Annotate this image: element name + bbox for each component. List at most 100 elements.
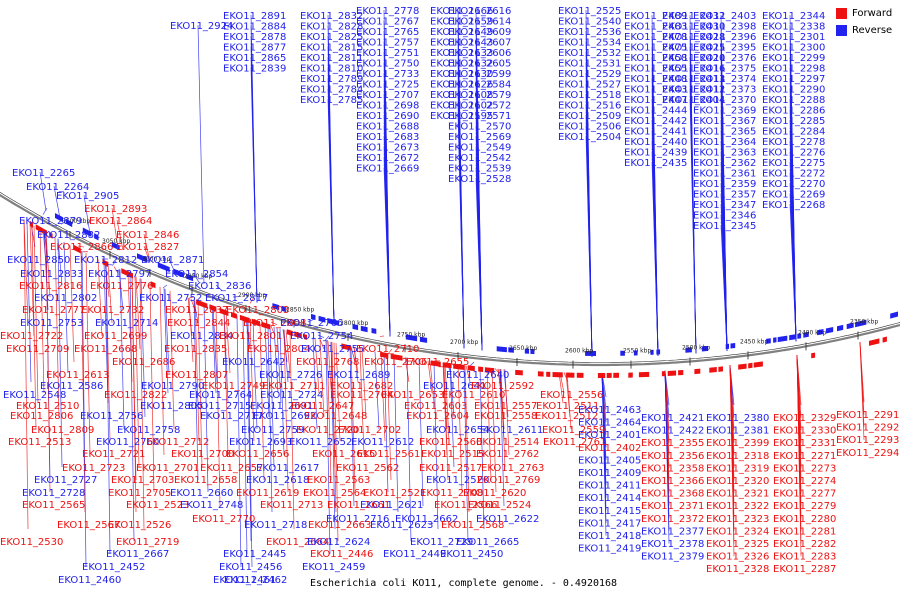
gene-label: EKO11_2611 (480, 425, 543, 436)
gene-label: EKO11_2514 (476, 437, 539, 448)
gene-label: EKO11_2719 (116, 537, 179, 548)
gene-label: EKO11_2512 (535, 411, 598, 422)
gene-label: EKO11_2764 (189, 390, 252, 401)
gene-label: EKO11_2668 (74, 344, 137, 355)
gene-connector-line (319, 339, 325, 350)
gene-label: EKO11_2287 (773, 564, 836, 575)
gene-label: EKO11_2291 (836, 410, 899, 421)
forward-gene-feature (709, 367, 717, 373)
gene-label: EKO11_2509 (558, 111, 621, 122)
gene-label: EKO11_2617 (256, 463, 319, 474)
gene-connector-line (215, 308, 221, 507)
gene-label: EKO11_2372 (641, 514, 704, 525)
gene-connector-line (97, 259, 103, 337)
gene-label: EKO11_2618 (246, 475, 309, 486)
gene-label: EKO11_2464 (578, 418, 641, 429)
gene-label: EKO11_2275 (762, 158, 825, 169)
gene-label: EKO11_2626 (430, 80, 493, 91)
gene-label: EKO11_2376 (693, 53, 756, 64)
gene-connector-line (246, 318, 252, 542)
reverse-gene-feature (766, 338, 771, 344)
forward-gene-feature (304, 334, 307, 340)
gene-label: EKO11_2653 (381, 390, 444, 401)
gene-label: EKO11_2655 (406, 357, 469, 368)
gene-label: EKO11_2905 (56, 191, 119, 202)
gene-label: EKO11_2893 (84, 204, 147, 215)
gene-label: EKO11_2605 (448, 59, 511, 70)
gene-label: EKO11_2523 (126, 500, 189, 511)
gene-label: EKO11_2281 (773, 526, 836, 537)
scale-tick-label: 2900 kbp (238, 292, 266, 299)
gene-connector-line (285, 330, 291, 374)
gene-connector-line (359, 348, 365, 456)
gene-label: EKO11_2693 (229, 437, 292, 448)
gene-label: EKO11_2459 (302, 562, 365, 573)
gene-connector-line (129, 273, 135, 542)
gene-label: EKO11_2567 (57, 520, 120, 531)
gene-label: EKO11_2766 (280, 318, 343, 329)
gene-connector-line (223, 310, 229, 456)
reverse-gene-feature (272, 303, 280, 311)
gene-label: EKO11_2294 (836, 448, 899, 459)
gene-connector-line (111, 260, 117, 266)
gene-label: EKO11_2802 (34, 293, 97, 304)
gene-label: EKO11_2460 (58, 575, 121, 586)
forward-gene-feature (35, 224, 47, 236)
gene-label: EKO11_2366 (641, 476, 704, 487)
gene-label: EKO11_2282 (773, 539, 836, 550)
gene-label: EKO11_2515 (421, 449, 484, 460)
gene-connector-line (429, 360, 435, 404)
gene-label: EKO11_2837 (165, 305, 228, 316)
gene-label: EKO11_2288 (762, 95, 825, 106)
gene-label: EKO11_2463 (578, 405, 641, 416)
forward-gene-feature (882, 336, 887, 343)
gene-label: EKO11_2379 (641, 552, 704, 563)
gene-connector-line (326, 340, 332, 481)
gene-connector-line (319, 339, 325, 418)
gene-label: EKO11_2751 (356, 48, 419, 59)
gene-label: EKO11_2511 (536, 401, 599, 412)
gene-label: EKO11_2369 (693, 106, 756, 117)
gene-label: EKO11_2483 (624, 22, 687, 33)
gene-label: EKO11_2891 (223, 11, 286, 22)
gene-label: EKO11_2882 (37, 230, 100, 241)
gene-label: EKO11_2761 (543, 437, 606, 448)
gene-label: EKO11_2688 (356, 122, 419, 133)
gene-connector-line (464, 365, 470, 513)
gene-label: EKO11_2325 (706, 539, 769, 550)
gene-label: EKO11_2504 (558, 132, 621, 143)
gene-connector-line (169, 290, 175, 430)
gene-label: EKO11_2428 (662, 32, 725, 43)
gene-label: EKO11_2286 (762, 106, 825, 117)
gene-label: EKO11_2648 (304, 411, 367, 422)
gene-label: EKO11_2380 (706, 413, 769, 424)
gene-label: EKO11_2301 (762, 32, 825, 43)
gene-label: EKO11_2654 (426, 425, 489, 436)
gene-connector-line (113, 266, 119, 274)
gene-label: EKO11_2506 (558, 122, 621, 133)
gene-label: EKO11_2300 (762, 43, 825, 54)
gene-label: EKO11_2710 (356, 344, 419, 355)
gene-label: EKO11_2527 (558, 80, 621, 91)
gene-label: EKO11_2752 (139, 293, 202, 304)
forward-gene-feature (576, 372, 584, 378)
gene-label: EKO11_2712 (146, 437, 209, 448)
gene-label: EKO11_2608 (430, 90, 493, 101)
gene-connector-line (29, 223, 35, 337)
gene-label: EKO11_2324 (706, 526, 769, 537)
reverse-gene-feature (327, 318, 340, 326)
gene-connector-line (203, 303, 209, 493)
gene-label: EKO11_2444 (624, 106, 687, 117)
gene-connector-line (104, 262, 110, 298)
gene-label: EKO11_2347 (693, 200, 756, 211)
gene-label: EKO11_2691 (250, 401, 313, 412)
forward-gene-feature (121, 268, 133, 279)
gene-label: EKO11_2699 (84, 331, 147, 342)
gene-label: EKO11_2556 (540, 390, 603, 401)
gene-label: EKO11_2290 (762, 85, 825, 96)
forward-gene-feature (515, 369, 523, 376)
reverse-gene-feature (701, 345, 709, 352)
gene-label: EKO11_2326 (706, 552, 769, 563)
gene-connector-line (131, 274, 137, 513)
gene-label: EKO11_2810 (300, 64, 363, 75)
